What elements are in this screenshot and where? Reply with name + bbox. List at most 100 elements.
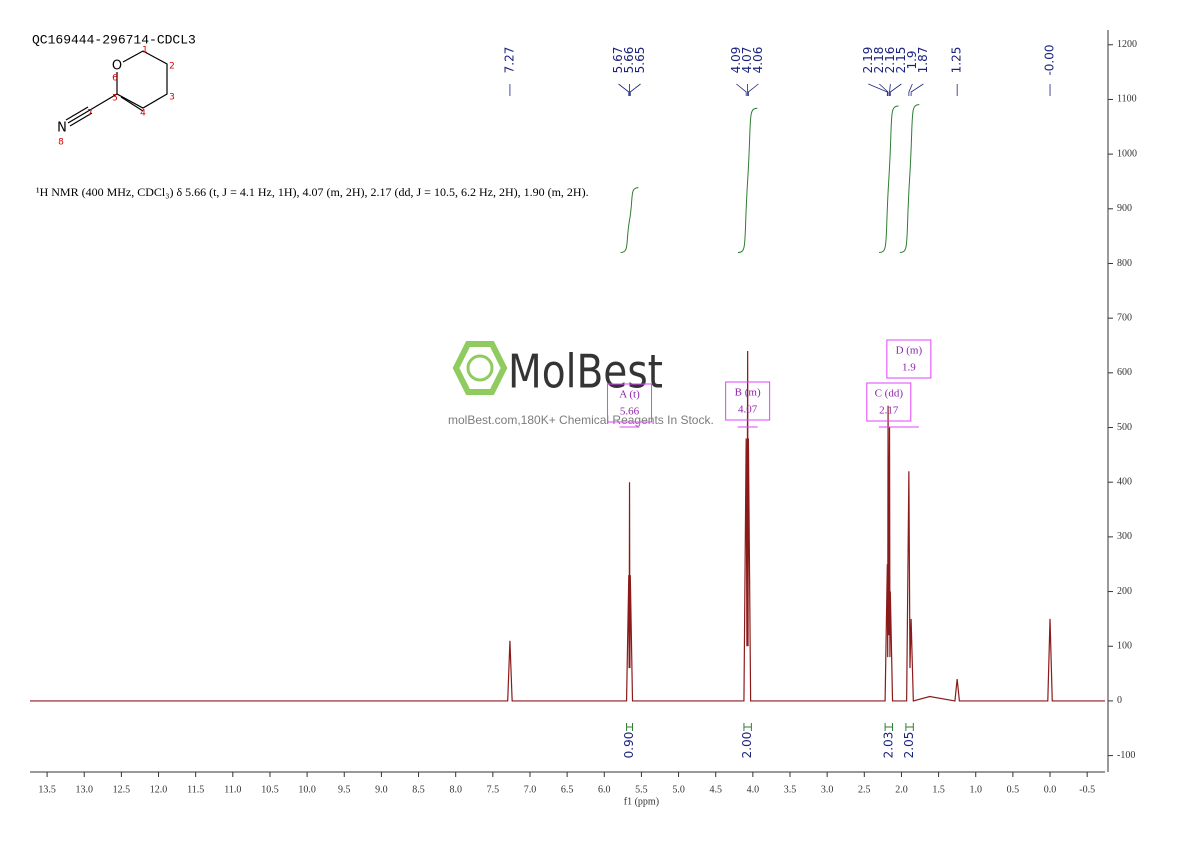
multiplet-name: A (t) — [619, 389, 640, 401]
x-tick-label: 6.5 — [561, 784, 574, 795]
x-tick-label: 11.0 — [224, 784, 241, 795]
x-tick-label: 10.5 — [261, 784, 279, 795]
x-tick-label: 0.0 — [1044, 784, 1057, 795]
atom-number: 4 — [140, 109, 146, 119]
x-tick-label: 2.5 — [858, 784, 871, 795]
atom: O — [112, 59, 122, 74]
multiplet-shift: 4.07 — [738, 404, 758, 416]
watermark-tagline: molBest.com,180K+ Chemical Reagents In S… — [448, 413, 714, 427]
multiplet-shift: 1.9 — [902, 362, 916, 374]
y-tick-label: 100 — [1117, 641, 1132, 652]
chart-title: QC169444-296714-CDCL3 — [32, 32, 196, 47]
peak-label: 2.19 — [861, 47, 875, 74]
x-tick-label: 4.5 — [709, 784, 722, 795]
y-tick-label: 300 — [1117, 531, 1132, 542]
atom: N — [57, 121, 67, 136]
multiplet-shift: 5.66 — [620, 406, 640, 418]
x-tick-label: 0.5 — [1007, 784, 1020, 795]
y-tick-label: 200 — [1117, 586, 1132, 597]
x-tick-label: 6.0 — [598, 784, 611, 795]
x-tick-label: 9.5 — [338, 784, 351, 795]
integral-curve — [899, 104, 920, 254]
peak-leader — [910, 83, 924, 96]
integral-curve — [620, 187, 639, 254]
y-tick-label: 1100 — [1117, 94, 1137, 105]
y-tick-label: 700 — [1117, 312, 1132, 323]
integral-label: 2.03 — [881, 732, 895, 759]
peak-label: -0.00 — [1043, 44, 1057, 75]
peak-leader — [868, 83, 888, 96]
multiplet-name: C (dd) — [875, 388, 904, 400]
atom-number: 6 — [112, 74, 118, 84]
double-bond — [120, 96, 144, 112]
atom-number: 3 — [169, 93, 175, 103]
x-tick-label: 11.5 — [187, 784, 204, 795]
peak-label: 1.9 — [905, 50, 919, 69]
atom-number: 2 — [169, 62, 175, 72]
integral-bracket — [884, 723, 894, 731]
atom-number: 8 — [58, 138, 64, 148]
peak-label: 5.66 — [622, 47, 636, 74]
integral-bracket — [905, 723, 914, 731]
x-tick-label: 1.5 — [932, 784, 945, 795]
y-tick-label: 400 — [1117, 476, 1132, 487]
y-tick-label: 800 — [1117, 258, 1132, 269]
peak-label: 2.15 — [894, 47, 908, 74]
watermark-logo: MolBest — [508, 345, 663, 399]
peak-label: 5.65 — [633, 47, 647, 74]
multiplet-box — [886, 339, 932, 379]
multiplet-box — [866, 382, 912, 422]
x-tick-label: 10.0 — [298, 784, 316, 795]
x-tick-label: 12.5 — [113, 784, 131, 795]
peak-label: 4.06 — [751, 47, 765, 74]
x-tick-label: 7.0 — [524, 784, 537, 795]
integral-curve — [737, 107, 758, 254]
watermark: MolBest molBest.com,180K+ Chemical Reage… — [448, 341, 714, 427]
multiplet-box — [607, 383, 653, 423]
peak-label: 4.09 — [729, 47, 743, 74]
y-tick-label: 500 — [1117, 422, 1132, 433]
x-tick-label: 1.0 — [969, 784, 982, 795]
x-tick-label: 3.0 — [821, 784, 834, 795]
peak-leader — [908, 83, 913, 96]
x-tick-label: 8.5 — [412, 784, 425, 795]
y-tick-label: 600 — [1117, 367, 1132, 378]
x-tick-label: 7.5 — [487, 784, 500, 795]
x-tick-label: 2.0 — [895, 784, 908, 795]
atom-number: 1 — [142, 46, 148, 56]
integral-label: 0.90 — [622, 732, 636, 759]
multiplet-name: D (m) — [896, 345, 923, 357]
peak-leader — [889, 83, 891, 96]
x-tick-label: 12.0 — [150, 784, 168, 795]
logo-icon — [452, 341, 508, 395]
x-tick-label: 13.0 — [75, 784, 93, 795]
peak-leader — [879, 83, 889, 96]
peak-label: 1.87 — [916, 47, 930, 74]
peak-leader — [748, 83, 759, 96]
y-tick-label: 900 — [1117, 203, 1132, 214]
x-tick-label: -0.5 — [1079, 784, 1095, 795]
x-tick-label: 4.0 — [747, 784, 760, 795]
y-tick-label: 1000 — [1117, 148, 1137, 159]
y-tick-label: 1200 — [1117, 39, 1137, 50]
x-tick-label: 8.0 — [449, 784, 462, 795]
peak-leader — [618, 83, 630, 96]
peak-leader — [889, 83, 902, 96]
peak-label: 7.27 — [502, 47, 516, 74]
multiplet-shift: 2.17 — [879, 405, 899, 417]
y-tick-label: -100 — [1117, 750, 1135, 761]
peak-label: 4.07 — [740, 47, 754, 74]
peak-label: 1.25 — [950, 47, 964, 74]
atom-number: 7 — [87, 109, 93, 119]
structure — [65, 50, 168, 127]
integral-bracket — [743, 723, 752, 731]
x-tick-label: 9.0 — [375, 784, 388, 795]
nitrile — [65, 93, 118, 127]
integral-label: 2.05 — [902, 732, 916, 759]
peak-label: 5.67 — [611, 47, 625, 74]
multiplet-box — [725, 381, 771, 421]
integral-curve — [879, 105, 899, 254]
x-tick-label: 5.0 — [672, 784, 685, 795]
x-tick-label: 3.5 — [784, 784, 797, 795]
